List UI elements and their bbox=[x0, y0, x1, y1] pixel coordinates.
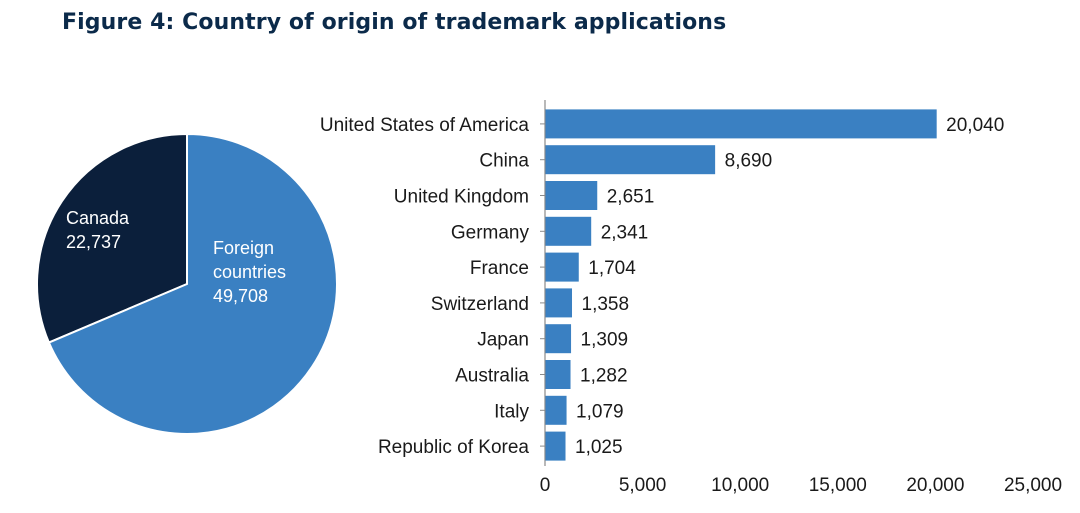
category-label: United States of America bbox=[320, 115, 530, 136]
pie-slice-foreign-countries bbox=[47, 132, 338, 435]
pie-slice-canada bbox=[36, 132, 188, 344]
bar bbox=[545, 288, 573, 318]
x-tick-label: 5,000 bbox=[619, 475, 667, 496]
category-label: United Kingdom bbox=[394, 187, 529, 208]
x-tick-label: 0 bbox=[540, 475, 551, 496]
x-tick-label: 25,000 bbox=[1004, 475, 1062, 496]
data-label: 1,704 bbox=[588, 258, 636, 279]
bar bbox=[545, 431, 566, 461]
pie-value-canada: 22,737 bbox=[66, 232, 121, 252]
data-label: 1,079 bbox=[576, 401, 624, 422]
category-label: Japan bbox=[477, 330, 529, 351]
pie-label-foreign-countries: Foreign bbox=[213, 238, 274, 258]
category-label: China bbox=[479, 151, 529, 172]
pie-value-foreign-countries: 49,708 bbox=[213, 286, 268, 306]
data-label: 8,690 bbox=[725, 151, 773, 172]
pie-label-canada: Canada bbox=[66, 208, 130, 228]
bar bbox=[545, 252, 579, 282]
x-tick-label: 15,000 bbox=[809, 475, 867, 496]
category-label: France bbox=[470, 258, 529, 279]
data-label: 1,025 bbox=[575, 437, 623, 458]
bar bbox=[545, 360, 571, 389]
category-label: Australia bbox=[455, 366, 529, 387]
category-label: Germany bbox=[451, 222, 530, 243]
bar bbox=[545, 145, 716, 175]
x-tick-label: 10,000 bbox=[711, 475, 769, 496]
data-label: 2,341 bbox=[601, 222, 649, 243]
data-label: 1,309 bbox=[581, 330, 629, 351]
category-label: Republic of Korea bbox=[378, 437, 529, 458]
x-tick-label: 20,000 bbox=[906, 475, 964, 496]
pie-chart: Canada 22,737 Foreign countries 49,708 bbox=[36, 132, 338, 435]
pie-label-foreign-countries: countries bbox=[213, 262, 286, 282]
data-label: 1,358 bbox=[582, 294, 630, 315]
data-label: 20,040 bbox=[946, 115, 1004, 136]
bar bbox=[545, 395, 567, 425]
bar bbox=[545, 216, 592, 246]
chart-title: Figure 4: Country of origin of trademark… bbox=[62, 10, 727, 35]
bar bbox=[545, 324, 572, 354]
category-label: Italy bbox=[494, 401, 529, 422]
category-label: Switzerland bbox=[431, 294, 529, 315]
bar bbox=[545, 181, 598, 210]
data-label: 2,651 bbox=[607, 187, 655, 208]
bar bbox=[545, 109, 937, 139]
data-label: 1,282 bbox=[580, 366, 628, 387]
